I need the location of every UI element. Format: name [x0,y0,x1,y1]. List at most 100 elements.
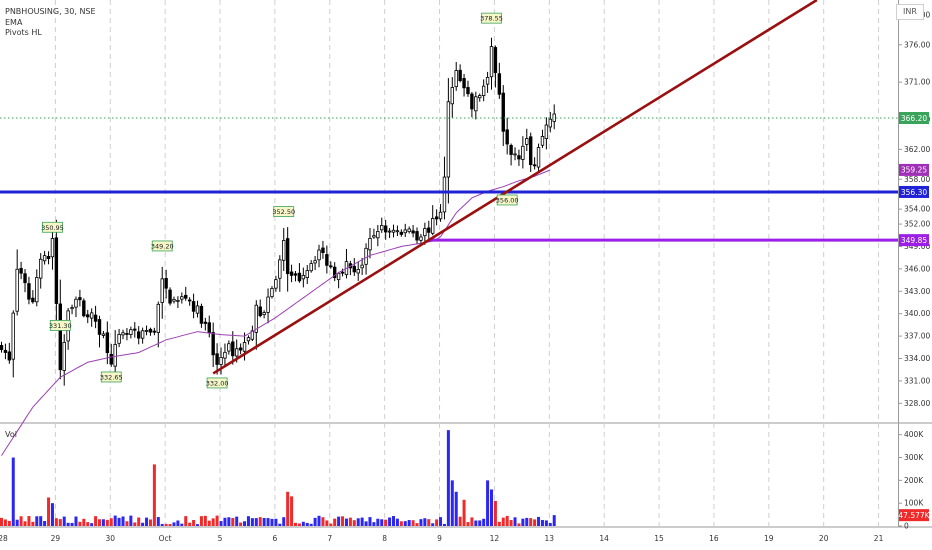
candle-body [450,87,454,105]
price-tick-label: 352.00 [904,220,930,229]
volume-bar [98,519,101,526]
volume-bar [121,516,125,526]
volume-bar [199,516,203,526]
candle-body [258,306,262,317]
volume-bar [513,517,517,526]
candle-body [458,69,462,82]
candle-body [15,268,19,312]
candle-body [160,278,164,303]
candle-body [19,268,23,274]
time-tick-label: 16 [709,534,719,543]
volume-bar [35,516,39,526]
candle-body [419,236,423,241]
candle-body [274,279,278,289]
volume-bar [427,519,431,526]
volume-bar [537,516,541,526]
last-volume-badge-bg [899,509,929,522]
volume-bar [262,517,266,526]
volume-bar [274,518,278,526]
price-tick-label: 376.00 [904,40,930,49]
candle-body [78,297,82,301]
volume-bar [356,518,360,526]
candle-body [513,153,517,156]
volume-bar [493,500,497,526]
candle-body [223,351,227,359]
candle-body [97,319,102,335]
candle-body [207,322,211,333]
volume-bar [172,522,176,526]
candle-body [3,349,8,353]
last-volume-badge: 47.577K [898,511,930,520]
volume-bar [113,515,117,526]
candle-body [227,343,231,352]
candle-body [46,255,51,259]
candle-body [517,155,521,160]
volume-bar [78,521,82,526]
currency-button[interactable]: INR [896,4,924,20]
support-level-badge-bg [899,185,929,198]
volume-bar [540,520,544,526]
volume-bar [435,519,439,526]
ema-value-badge-bg [899,163,929,176]
volume-bar [250,518,254,526]
candle-body [62,341,66,371]
candle-body [35,277,39,303]
price-tick-label: 340.00 [904,309,930,318]
volume-bar [392,516,395,526]
candle-body [42,255,47,262]
candle-body [270,288,274,298]
volume-bar [482,518,486,526]
volume-bar [509,520,513,526]
time-tick-label: 20 [819,534,829,543]
pivot-high-label: 350.95 [41,224,64,232]
candle-body [489,46,494,78]
candle-body [164,278,168,289]
volume-bar [478,520,482,526]
volume-bar [317,515,321,526]
candle-body [89,312,94,319]
volume-tick-label: 400K [904,430,924,439]
candle-body [199,305,204,324]
candle-body [176,300,180,302]
candle-body [423,228,427,237]
volume-bar [415,523,419,526]
volume-bar [27,516,31,526]
volume-bar [486,480,490,526]
volume-bar [168,524,172,526]
volume-tick-label: 200K [904,476,924,485]
volume-bar [243,521,247,526]
ema-line [1,169,551,456]
candle-body [321,247,325,253]
volume-bar [148,519,152,526]
candle-body [282,240,286,261]
volume-bar [388,517,392,526]
volume-bar [360,517,364,526]
candle-body [446,101,451,178]
candle-body [172,298,176,302]
candle-body [101,333,106,336]
candle-body [329,265,333,268]
volume-bar [352,520,356,526]
candle-body [301,275,306,280]
volume-bar [462,499,466,526]
candle-body [156,303,160,333]
candle-body [548,118,552,128]
volume-bar [505,515,509,526]
volume-bar [344,518,348,526]
support-level-badge-bg [899,234,929,247]
pivot-high-label: 352.50 [272,208,295,216]
volume-bar [529,518,533,526]
volume-bar [270,518,274,526]
candle-body [31,297,35,303]
volume-bar [3,519,7,526]
candle-body [395,230,400,233]
volume-bar [474,520,478,526]
pivot-label-box [100,371,122,383]
candle-body [262,312,266,315]
candle-body [144,330,149,332]
candle-body [0,345,4,350]
candle-body [383,225,388,233]
candle-body [427,227,431,233]
volume-bar [152,464,156,526]
pivot-label-box [42,221,63,233]
